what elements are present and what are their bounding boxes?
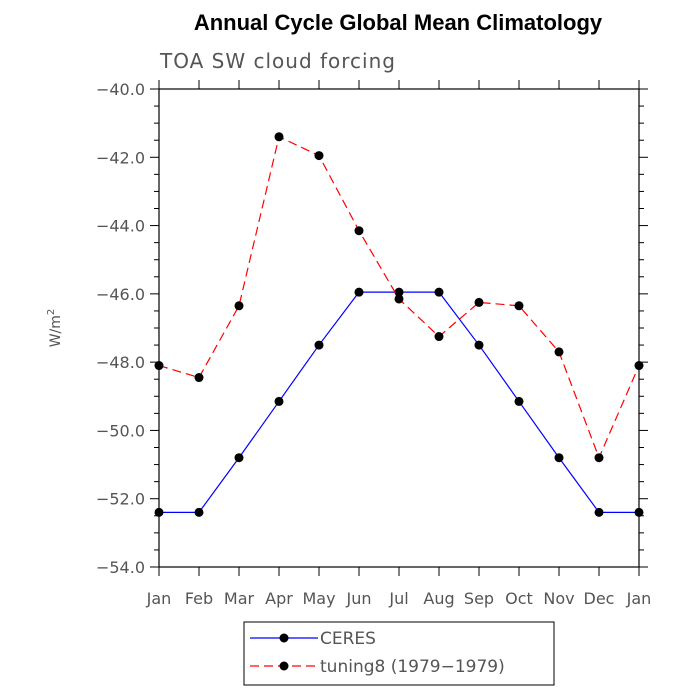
x-tick-label: Nov [543,589,574,608]
series-point-tuning8-1979-1979 [394,294,404,304]
series-point-tuning8-1979-1979 [554,347,564,357]
series-point-tuning8-1979-1979 [154,361,164,371]
series-point-ceres [154,507,164,517]
x-tick-label: Aug [423,589,454,608]
x-tick-label: Jul [388,589,408,608]
series-point-ceres [274,396,284,406]
y-axis-label-superscript: 2 [46,309,57,315]
y-tick-label: −48.0 [96,353,145,372]
x-tick-label: Sep [464,589,494,608]
y-tick-label: −40.0 [96,80,145,99]
series-point-tuning8-1979-1979 [194,373,204,383]
chart-subtitle: TOA SW cloud forcing [159,49,396,73]
series-point-tuning8-1979-1979 [434,332,444,342]
x-tick-label: May [302,589,335,608]
legend-box [243,621,555,686]
series-point-ceres [514,396,524,406]
legend-label-ceres: CERES [320,629,376,649]
series-point-ceres [234,453,244,463]
x-tick-label: Oct [505,589,533,608]
x-tick-label: Apr [265,589,293,608]
y-axis-label: W/m2 [46,309,64,348]
series-line-ceres [159,291,639,513]
series-point-tuning8-1979-1979 [514,301,524,311]
legend-marker-tuning8 [279,661,289,671]
y-tick-label: −46.0 [96,285,145,304]
y-tick-label: −52.0 [96,490,145,509]
series-point-ceres [394,287,404,297]
legend: CERES tuning8 (1979−1979) [243,621,555,686]
series-point-ceres [634,507,644,517]
series-point-tuning8-1979-1979 [354,226,364,236]
series-point-tuning8-1979-1979 [634,361,644,371]
series-point-tuning8-1979-1979 [274,132,284,142]
y-tick-label: −50.0 [96,421,145,440]
series-point-tuning8-1979-1979 [234,301,244,311]
series-point-ceres [314,340,324,350]
series-point-tuning8-1979-1979 [314,151,324,161]
y-tick-label: −44.0 [96,217,145,236]
series-point-ceres [594,507,604,517]
x-tick-label: Mar [224,589,255,608]
series-point-ceres [554,453,564,463]
x-tick-label: Jan [626,589,652,608]
series-point-ceres [194,507,204,517]
legend-marker-ceres [279,633,289,643]
axis-ticks [150,80,648,576]
x-tick-label: Dec [584,589,615,608]
chart-title: Annual Cycle Global Mean Climatology [194,10,603,35]
x-tick-label: Jan [146,589,172,608]
y-axis-label-text: W/m [48,315,64,347]
series-point-tuning8-1979-1979 [594,453,604,463]
series-point-ceres [354,287,364,297]
y-tick-labels: −40.0 −42.0 −44.0 −46.0 −48.0 −50.0 −52.0 −54.0 [96,80,145,577]
series-point-ceres [474,340,484,350]
series-point-ceres [434,287,444,297]
legend-label-tuning8: tuning8 (1979−1979) [320,657,505,677]
x-tick-labels: Jan Feb Mar Apr May Jun Jul Aug Sep Oct Nov Dec Jan [146,589,652,608]
y-tick-label: −42.0 [96,148,145,167]
series-point-tuning8-1979-1979 [474,297,484,307]
series-group [154,132,644,517]
x-tick-label: Jun [346,589,372,608]
x-tick-label: Feb [185,589,213,608]
y-tick-label: −54.0 [96,558,145,577]
plot-frame [158,88,640,568]
